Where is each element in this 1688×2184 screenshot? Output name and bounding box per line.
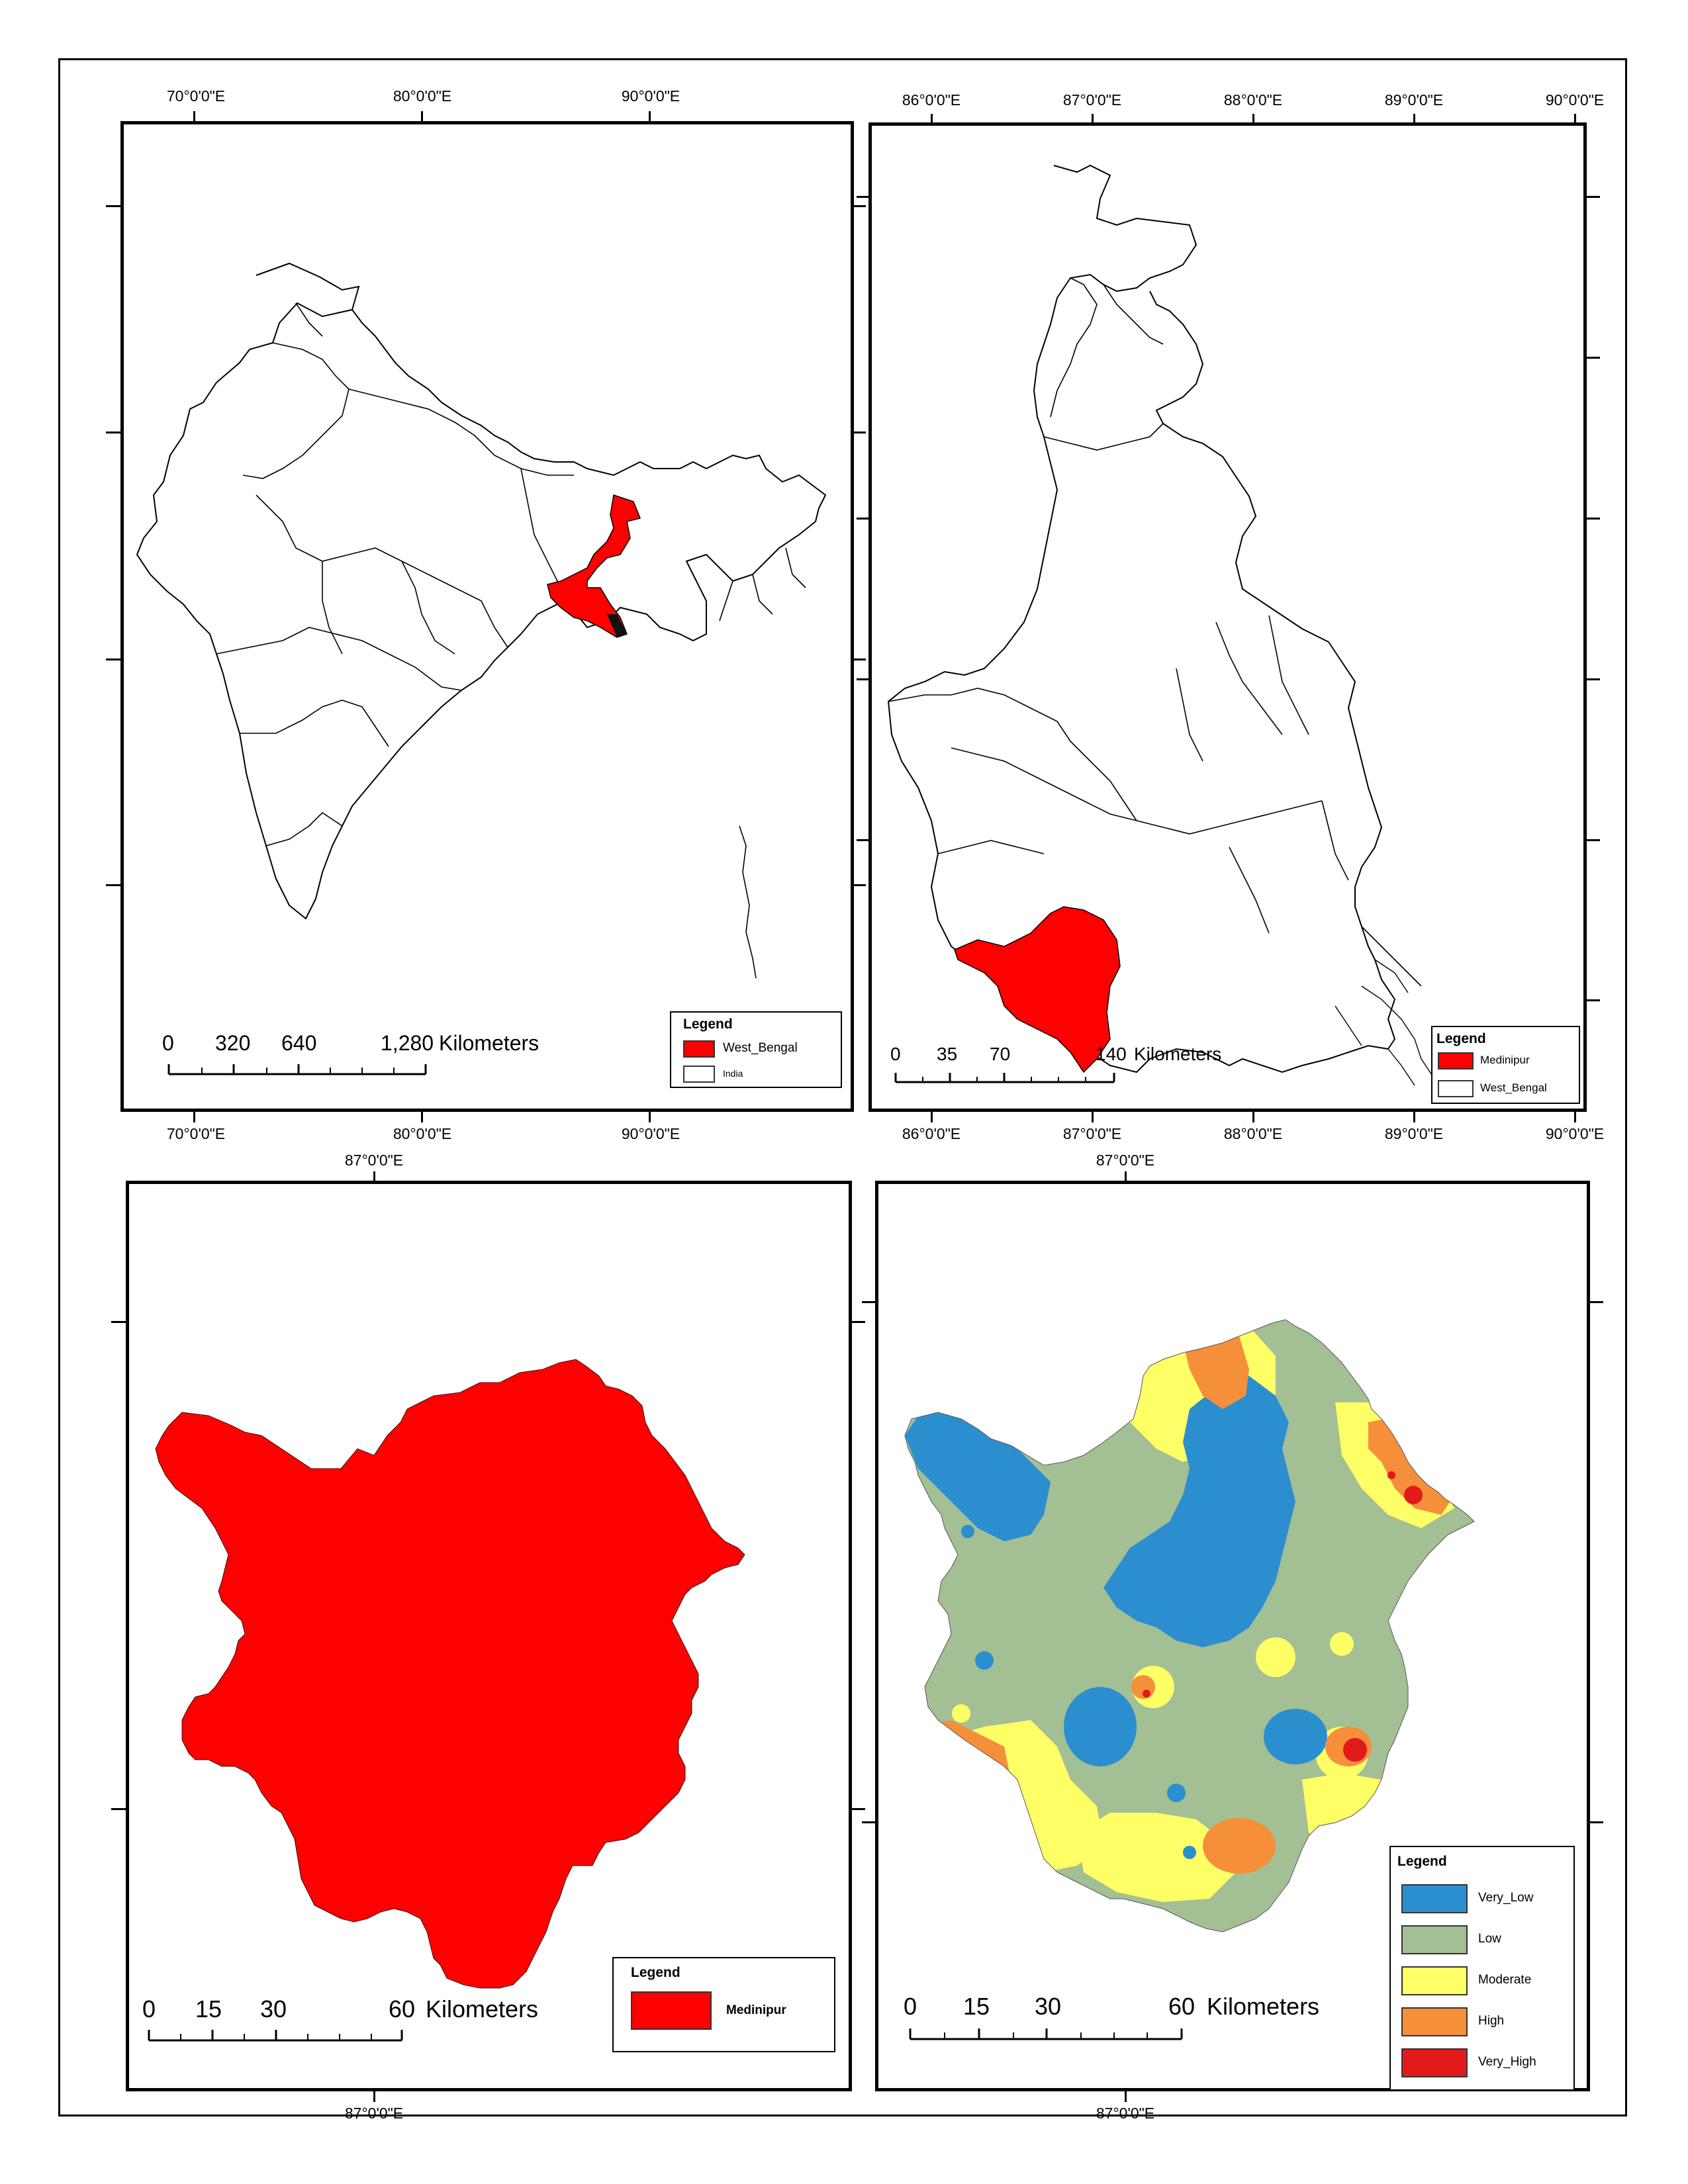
scale-tick-label: 0	[162, 1031, 174, 1055]
scale-tick-label: 1,280	[381, 1031, 434, 1055]
legend-swatch-moderate	[1401, 1966, 1468, 1995]
top-longitude-label: 80°0'0"E	[393, 87, 452, 105]
legend-swatch-medinipur	[631, 1991, 712, 2030]
legend-swatch-high	[1401, 2007, 1468, 2036]
legend: Legend Very_Low Low Moderate High Very_H…	[1389, 1846, 1575, 2091]
legend-swatch-west-bengal	[1438, 1080, 1474, 1097]
india-map	[136, 262, 827, 979]
bottom-longitude-label: 80°0'0"E	[393, 1125, 452, 1142]
top-longitude-label: 87°0'0"E	[344, 1152, 404, 1169]
legend-swatch-very-low	[1401, 1884, 1468, 1913]
top-longitude-label: 87°0'0"E	[1096, 1152, 1155, 1169]
scale-bar: 0 15 30 60 Kilometers	[142, 1995, 538, 2048]
top-longitude-label: 90°0'0"E	[621, 87, 680, 105]
bottom-longitude-label: 86°0'0"E	[902, 1125, 961, 1142]
legend-swatch-west-bengal	[683, 1040, 715, 1058]
scale-tick-label: 35	[937, 1044, 958, 1064]
legend-title: Legend	[1397, 1854, 1447, 1869]
legend-label: West_Bengal	[723, 1041, 798, 1055]
scale-tick-label: 30	[260, 1995, 287, 2023]
legend: Legend West_Bengal India	[670, 1011, 842, 1088]
legend-label: Moderate	[1478, 1973, 1532, 1987]
legend-label: India	[723, 1068, 743, 1079]
bottom-longitude-label: 70°0'0"E	[166, 1125, 226, 1142]
top-longitude-label: 87°0'0"E	[1062, 91, 1122, 109]
legend-label: Low	[1478, 1932, 1501, 1946]
legend-label: West_Bengal	[1480, 1081, 1547, 1094]
legend-label: High	[1478, 2014, 1505, 2028]
legend-label: Medinipur	[1480, 1054, 1530, 1066]
top-longitude-label: 86°0'0"E	[902, 91, 961, 109]
map-frame	[58, 58, 1627, 2116]
scale-tick-label: 15	[195, 1995, 222, 2023]
bottom-longitude-label: 87°0'0"E	[344, 2105, 404, 2122]
legend: Legend Medinipur West_Bengal	[1431, 1026, 1580, 1104]
scale-tick-label: 60	[389, 1995, 416, 2023]
scale-bar: 0 35 70 140 Kilometers	[890, 1044, 1221, 1097]
bottom-longitude-label: 87°0'0"E	[1096, 2105, 1155, 2122]
scale-tick-label: 0	[904, 1993, 917, 2020]
legend-swatch-india	[683, 1066, 715, 1083]
legend: Legend Medinipur	[612, 1957, 835, 2052]
scale-tick-label: 320	[215, 1031, 251, 1055]
india-map-panel: Legend West_Bengal India 0 320 640 1,280…	[120, 121, 854, 1112]
top-longitude-label: 70°0'0"E	[166, 87, 226, 105]
scale-tick-label: 60	[1168, 1993, 1196, 2020]
scale-tick-label: 15	[963, 1993, 990, 2020]
legend-title: Legend	[683, 1017, 733, 1032]
bottom-longitude-label: 90°0'0"E	[1545, 1125, 1605, 1142]
bottom-longitude-label: 89°0'0"E	[1384, 1125, 1444, 1142]
scale-unit: Kilometers	[426, 1995, 539, 2023]
legend-swatch-medinipur	[1438, 1052, 1474, 1069]
bottom-longitude-label: 90°0'0"E	[621, 1125, 680, 1142]
scale-unit: Kilometers	[439, 1031, 539, 1055]
legend-label: Medinipur	[726, 2003, 786, 2017]
legend-swatch-low	[1401, 1925, 1468, 1954]
medinipur-map	[155, 1359, 745, 1989]
scale-tick-label: 640	[281, 1031, 317, 1055]
scale-unit: Kilometers	[1134, 1044, 1222, 1064]
top-longitude-label: 89°0'0"E	[1384, 91, 1444, 109]
west-bengal-map-panel: Legend Medinipur West_Bengal 0 35 70 140…	[868, 122, 1587, 1112]
top-longitude-label: 88°0'0"E	[1223, 91, 1283, 109]
scale-tick-label: 30	[1035, 1993, 1062, 2020]
legend-label: Very_Low	[1478, 1891, 1534, 1905]
zonation-map	[904, 1319, 1475, 1933]
legend-title: Legend	[631, 1965, 680, 1980]
medinipur-map-panel: Legend Medinipur 0 15 30 60 Kilometers	[126, 1181, 852, 2091]
scale-unit: Kilometers	[1207, 1993, 1320, 2020]
legend-label: Very_High	[1478, 2055, 1536, 2069]
scale-tick-label: 70	[990, 1044, 1011, 1064]
scale-bar: 0 15 30 60 Kilometers	[904, 1993, 1319, 2046]
scale-tick-label: 0	[142, 1995, 156, 2023]
west-bengal-map	[887, 164, 1448, 1093]
scale-tick-label: 140	[1096, 1044, 1127, 1064]
legend-swatch-very-high	[1401, 2048, 1468, 2077]
scale-bar: 0 320 640 1,280 Kilometers	[162, 1031, 539, 1084]
bottom-longitude-label: 88°0'0"E	[1223, 1125, 1283, 1142]
zonation-map-panel: Legend Very_Low Low Moderate High Very_H…	[875, 1181, 1590, 2091]
bottom-longitude-label: 87°0'0"E	[1062, 1125, 1122, 1142]
legend-title: Legend	[1436, 1031, 1486, 1046]
top-longitude-label: 90°0'0"E	[1545, 91, 1605, 109]
scale-tick-label: 0	[890, 1044, 901, 1064]
